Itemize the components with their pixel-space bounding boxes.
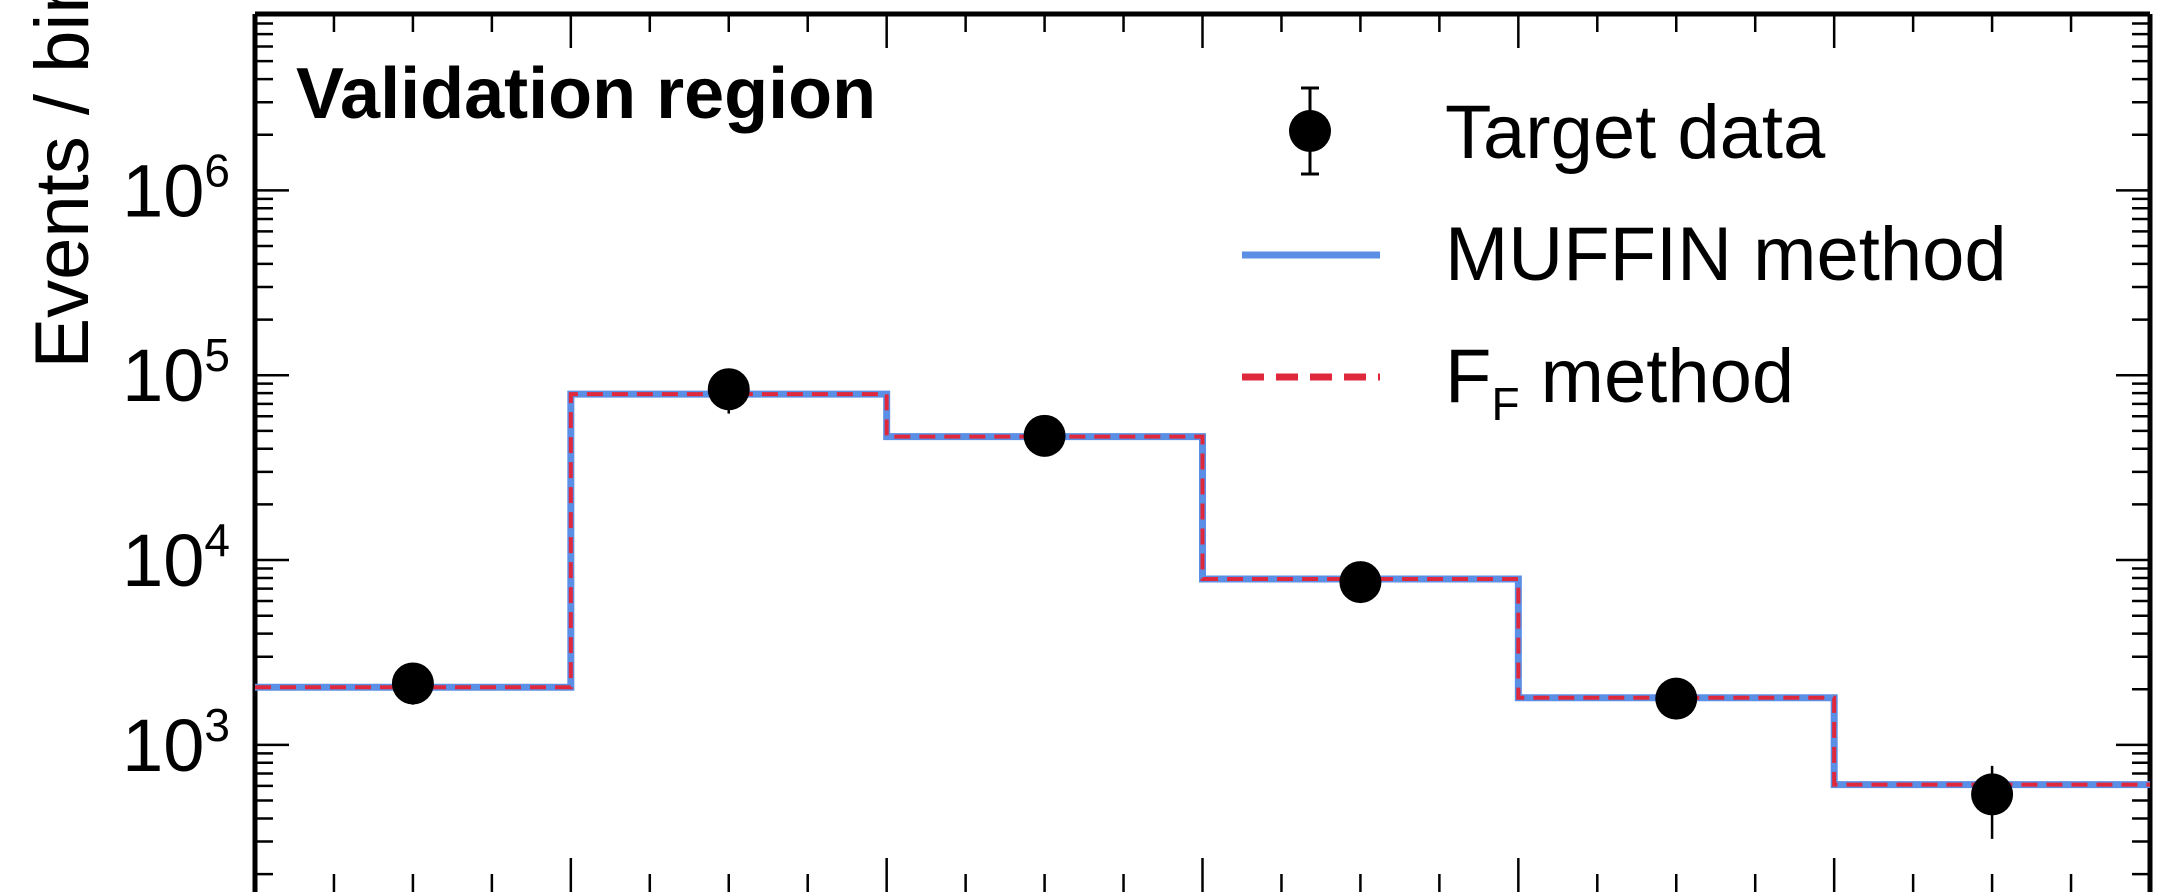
y-axis-label: Events / bin xyxy=(20,0,105,369)
y-axis-ticks: 103 104 105 106 xyxy=(122,12,2150,876)
region-annotation: Validation region xyxy=(296,54,876,134)
x-axis-ticks xyxy=(253,14,2073,892)
data-point xyxy=(391,662,434,705)
legend-marker-target-data xyxy=(1289,110,1331,152)
y-tick-label: 103 xyxy=(122,699,230,787)
ff-method-line xyxy=(255,392,2150,787)
data-points xyxy=(391,368,2014,839)
y-tick-label: 106 xyxy=(122,144,230,232)
y-tick-label: 105 xyxy=(122,329,230,417)
data-point xyxy=(1971,773,2014,816)
data-point xyxy=(1655,677,1698,720)
legend-label-ff: FF method xyxy=(1445,334,1794,430)
legend: Target data MUFFIN method FF method xyxy=(1242,86,2007,430)
muffin-method-line xyxy=(255,390,2150,789)
legend-label-muffin: MUFFIN method xyxy=(1445,212,2007,297)
histogram-series xyxy=(255,390,2150,789)
legend-label-target-data: Target data xyxy=(1445,90,1826,175)
y-tick-label: 104 xyxy=(122,514,230,602)
data-point xyxy=(707,368,750,411)
data-point xyxy=(1339,561,1382,604)
data-point xyxy=(1023,414,1066,457)
